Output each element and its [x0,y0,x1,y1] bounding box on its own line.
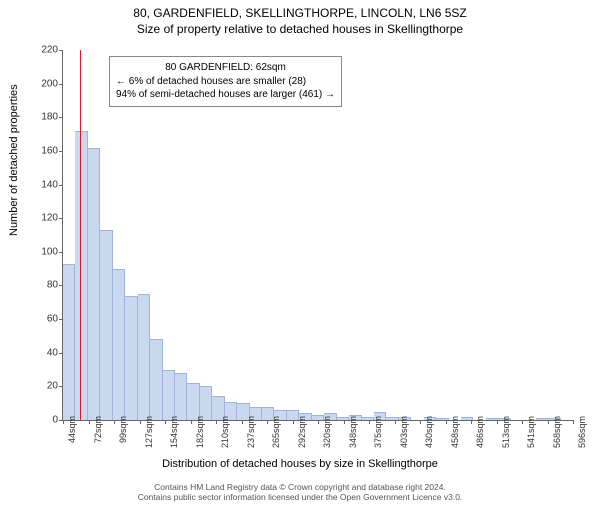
ytick-mark [59,117,63,118]
plot-area: 44sqm72sqm99sqm127sqm154sqm182sqm210sqm2… [62,50,573,421]
histogram-bar [536,418,548,420]
xtick-mark [89,420,90,424]
xtick-label: 99sqm [118,416,128,443]
histogram-bar [175,373,187,420]
histogram-bar [163,370,175,420]
histogram-bar [150,339,162,420]
ytick-label: 180 [18,112,58,123]
histogram-bar [75,131,87,420]
xtick-label: 292sqm [297,416,307,448]
xtick-mark [191,420,192,424]
ytick-label: 160 [18,145,58,156]
xtick-label: 127sqm [144,416,154,448]
xtick-label: 44sqm [67,416,77,443]
histogram-bar [63,264,75,420]
xtick-mark [446,420,447,424]
xtick-mark [369,420,370,424]
xtick-mark [140,420,141,424]
title-address: 80, GARDENFIELD, SKELLINGTHORPE, LINCOLN… [0,6,600,20]
annot-line3: 94% of semi-detached houses are larger (… [116,88,335,102]
xtick-label: 596sqm [577,416,587,448]
ytick-mark [59,50,63,51]
property-marker-line [80,50,81,420]
xtick-mark [63,420,64,424]
xtick-mark [267,420,268,424]
xtick-label: 568sqm [552,416,562,448]
xtick-label: 541sqm [526,416,536,448]
histogram-bar [100,230,112,420]
histogram-bar [138,294,150,420]
xtick-label: 320sqm [322,416,332,448]
xtick-label: 348sqm [348,416,358,448]
title-subtitle: Size of property relative to detached ho… [0,22,600,36]
xtick-label: 237sqm [246,416,256,448]
xtick-mark [216,420,217,424]
ytick-label: 100 [18,246,58,257]
xtick-mark [114,420,115,424]
ytick-label: 120 [18,213,58,224]
xtick-mark [165,420,166,424]
ytick-mark [59,252,63,253]
annot-line2: ← 6% of detached houses are smaller (28) [116,75,335,89]
xtick-label: 265sqm [271,416,281,448]
xtick-label: 513sqm [501,416,511,448]
ytick-label: 220 [18,45,58,56]
xtick-mark [497,420,498,424]
chart-area: 44sqm72sqm99sqm127sqm154sqm182sqm210sqm2… [62,50,572,420]
ytick-label: 60 [18,314,58,325]
xtick-label: 486sqm [475,416,485,448]
histogram-bar [386,417,398,420]
ytick-label: 80 [18,280,58,291]
ytick-label: 200 [18,78,58,89]
xtick-label: 182sqm [195,416,205,448]
ytick-label: 20 [18,381,58,392]
xtick-mark [344,420,345,424]
ytick-mark [59,185,63,186]
xtick-label: 403sqm [399,416,409,448]
ytick-label: 40 [18,347,58,358]
footer-line2: Contains public sector information licen… [0,492,600,503]
xtick-mark [242,420,243,424]
xtick-label: 430sqm [424,416,434,448]
xtick-mark [395,420,396,424]
histogram-bar [88,148,100,420]
ytick-label: 0 [18,415,58,426]
xtick-mark [420,420,421,424]
xtick-label: 72sqm [93,416,103,443]
xtick-mark [522,420,523,424]
annot-line1: 80 GARDENFIELD: 62sqm [116,61,335,75]
xtick-label: 210sqm [220,416,230,448]
xtick-label: 375sqm [373,416,383,448]
histogram-bar [113,269,125,420]
footer-line1: Contains HM Land Registry data © Crown c… [0,482,600,493]
xtick-mark [318,420,319,424]
histogram-bar [187,383,199,420]
ytick-mark [59,84,63,85]
xtick-mark [573,420,574,424]
xtick-mark [471,420,472,424]
ytick-mark [59,218,63,219]
xtick-mark [548,420,549,424]
histogram-bar [436,418,448,420]
ytick-label: 140 [18,179,58,190]
histogram-bar [200,386,212,420]
xtick-label: 154sqm [169,416,179,448]
histogram-bar [125,296,137,420]
xtick-label: 458sqm [450,416,460,448]
annotation-box: 80 GARDENFIELD: 62sqm ← 6% of detached h… [109,56,342,107]
x-axis-label: Distribution of detached houses by size … [0,458,600,470]
ytick-mark [59,151,63,152]
xtick-mark [293,420,294,424]
